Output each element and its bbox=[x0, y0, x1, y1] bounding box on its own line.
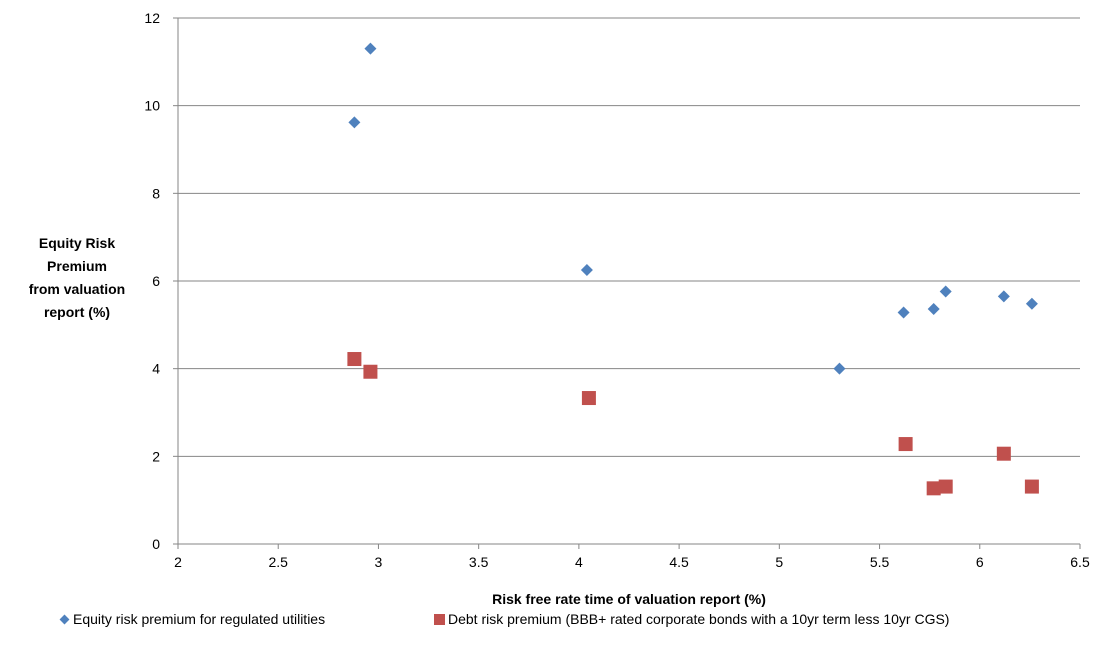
square-marker-icon bbox=[434, 613, 445, 625]
y-axis-label-line: from valuation bbox=[28, 281, 126, 297]
y-tick-label: 10 bbox=[144, 98, 160, 114]
x-tick-label: 3 bbox=[375, 554, 383, 570]
diamond-marker-icon bbox=[59, 614, 70, 624]
y-axis-label: Equity Risk Premium from valuation repor… bbox=[18, 232, 136, 324]
data-point-equity bbox=[927, 303, 940, 316]
x-tick-label: 3.5 bbox=[469, 554, 489, 570]
y-tick-label: 4 bbox=[152, 361, 160, 377]
x-tick-label: 4 bbox=[575, 554, 583, 570]
x-tick-label: 6 bbox=[976, 554, 984, 570]
data-point-debt bbox=[581, 391, 596, 406]
x-tick-label: 5 bbox=[775, 554, 783, 570]
data-point-equity bbox=[364, 42, 377, 55]
y-tick-label: 8 bbox=[152, 185, 160, 201]
data-point-debt bbox=[926, 481, 941, 496]
x-tick-label: 2 bbox=[174, 554, 182, 570]
y-tick-label: 12 bbox=[144, 10, 160, 26]
y-axis-label-line: Equity Risk bbox=[38, 235, 116, 251]
data-point-debt bbox=[1024, 479, 1039, 494]
y-axis-label-line: report (%) bbox=[43, 304, 111, 320]
y-axis-label-line: Premium bbox=[47, 258, 107, 274]
x-tick-label: 4.5 bbox=[669, 554, 689, 570]
y-tick-label: 2 bbox=[152, 448, 160, 464]
data-point-equity bbox=[1025, 297, 1038, 310]
x-tick-label: 2.5 bbox=[268, 554, 288, 570]
data-point-debt bbox=[938, 479, 953, 494]
legend-item-equity: Equity risk premium for regulated utilit… bbox=[59, 611, 326, 627]
data-point-equity bbox=[939, 285, 952, 298]
legend-label: Debt risk premium (BBB+ rated corporate … bbox=[448, 611, 950, 627]
y-tick-label: 6 bbox=[152, 273, 160, 289]
data-point-debt bbox=[347, 352, 362, 367]
data-point-equity bbox=[997, 290, 1010, 303]
x-tick-label: 5.5 bbox=[870, 554, 890, 570]
legend-label: Equity risk premium for regulated utilit… bbox=[73, 611, 326, 627]
data-point-equity bbox=[348, 116, 361, 129]
data-point-equity bbox=[833, 362, 846, 375]
data-point-equity bbox=[580, 264, 593, 277]
x-tick-label: 6.5 bbox=[1070, 554, 1090, 570]
y-tick-label: 0 bbox=[152, 536, 160, 552]
data-point-equity bbox=[897, 306, 910, 319]
x-axis-label: Risk free rate time of valuation report … bbox=[492, 591, 766, 607]
data-point-debt bbox=[363, 364, 378, 379]
data-point-debt bbox=[898, 437, 913, 452]
legend-item-debt: Debt risk premium (BBB+ rated corporate … bbox=[434, 611, 949, 627]
data-point-debt bbox=[996, 446, 1011, 461]
